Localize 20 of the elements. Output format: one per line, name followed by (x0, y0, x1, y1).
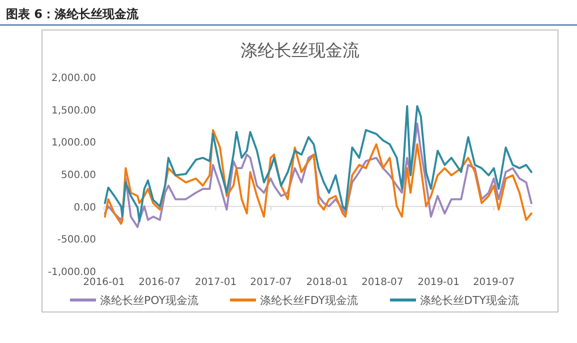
y-tick-label: 0.00 (74, 202, 96, 214)
x-tick-label: 2018-01 (306, 277, 348, 288)
y-tick-label: -500.00 (57, 234, 96, 246)
y-tick-label: 2,000.00 (51, 73, 96, 84)
y-tick-label: -1,000.00 (48, 267, 96, 278)
x-tick-label: 2017-07 (250, 277, 292, 288)
legend-label: 涤纶长丝DTY现金流 (420, 294, 519, 307)
y-tick-label: 1,500.00 (51, 105, 96, 116)
x-tick-label: 2016-07 (138, 277, 180, 288)
legend-label: 涤纶长丝FDY现金流 (260, 294, 358, 307)
x-tick-label: 2019-07 (472, 277, 515, 288)
x-tick-label: 2016-01 (83, 277, 125, 288)
y-tick-label: 1,000.00 (51, 138, 96, 149)
text: 图表 6：涤纶长丝现金流 (6, 7, 140, 21)
x-tick-label: 2019-01 (418, 277, 460, 288)
chart-title: 涤纶长丝现金流 (240, 41, 360, 61)
legend-label: 涤纶长丝POY现金流 (100, 294, 198, 307)
x-tick-label: 2018-07 (362, 277, 404, 288)
y-tick-label: 500.00 (61, 170, 96, 181)
x-tick-label: 2017-01 (194, 277, 237, 288)
